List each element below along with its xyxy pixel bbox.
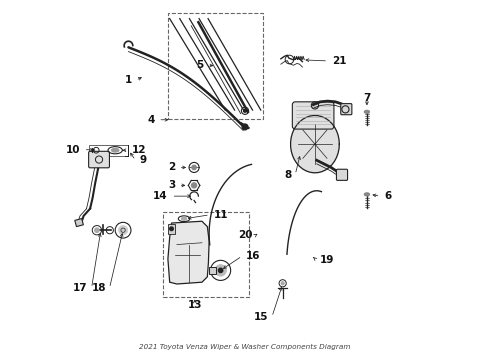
Text: 15: 15 <box>254 312 269 322</box>
Text: 6: 6 <box>384 191 392 201</box>
Ellipse shape <box>365 111 369 113</box>
Ellipse shape <box>112 148 119 152</box>
Circle shape <box>119 226 128 235</box>
Circle shape <box>170 227 173 230</box>
Text: 19: 19 <box>319 255 334 265</box>
Circle shape <box>244 109 246 112</box>
Text: 12: 12 <box>132 145 147 155</box>
Text: 11: 11 <box>214 210 228 220</box>
Bar <box>89 145 128 156</box>
Text: 20: 20 <box>239 230 253 239</box>
Text: 18: 18 <box>91 283 106 293</box>
Text: 2: 2 <box>168 162 175 172</box>
FancyBboxPatch shape <box>337 169 347 180</box>
Text: 13: 13 <box>188 300 202 310</box>
Text: 10: 10 <box>66 144 80 154</box>
Circle shape <box>192 165 196 170</box>
Bar <box>209 267 216 274</box>
FancyBboxPatch shape <box>293 102 334 129</box>
Text: 4: 4 <box>147 115 155 125</box>
Circle shape <box>219 268 223 273</box>
Text: 3: 3 <box>168 180 175 190</box>
Circle shape <box>95 228 99 232</box>
Text: 5: 5 <box>196 60 204 70</box>
FancyBboxPatch shape <box>341 104 352 115</box>
Text: 1: 1 <box>125 75 132 85</box>
Bar <box>75 219 83 226</box>
Text: 17: 17 <box>74 283 88 293</box>
Polygon shape <box>168 221 209 284</box>
Text: 16: 16 <box>245 251 260 261</box>
Ellipse shape <box>365 193 369 196</box>
Text: 2021 Toyota Venza Wiper & Washer Components Diagram: 2021 Toyota Venza Wiper & Washer Compone… <box>139 344 351 350</box>
Circle shape <box>281 282 284 285</box>
Circle shape <box>242 124 248 130</box>
Circle shape <box>215 265 226 276</box>
Text: 14: 14 <box>153 191 168 201</box>
Bar <box>168 224 175 234</box>
Text: 7: 7 <box>363 93 370 103</box>
Text: 8: 8 <box>284 170 292 180</box>
Bar <box>163 212 248 297</box>
Text: 9: 9 <box>139 155 147 165</box>
Text: 21: 21 <box>332 56 346 66</box>
Polygon shape <box>291 116 339 173</box>
Ellipse shape <box>181 217 187 220</box>
Bar <box>168 13 263 119</box>
Circle shape <box>192 183 196 188</box>
FancyBboxPatch shape <box>89 151 109 168</box>
